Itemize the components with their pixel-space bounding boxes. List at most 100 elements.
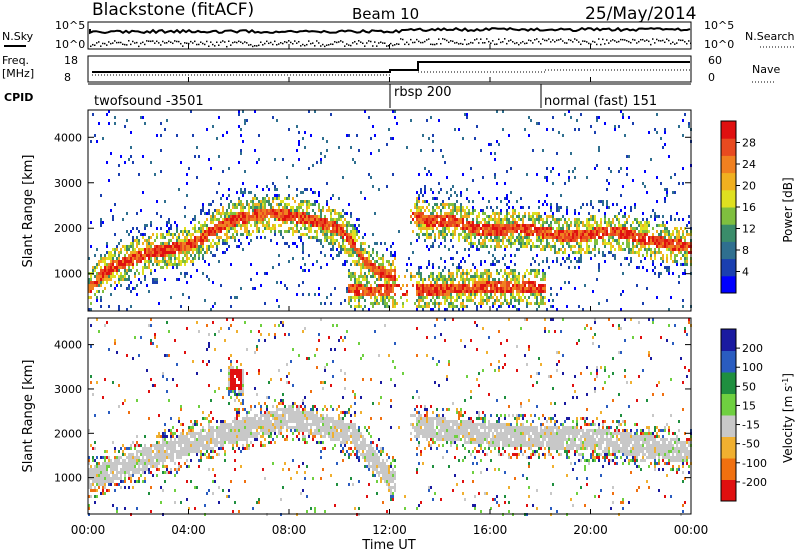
heatmap-cell (682, 134, 684, 137)
heatmap-cell (636, 284, 638, 287)
heatmap-cell (370, 290, 372, 293)
heatmap-cell (500, 287, 502, 290)
heatmap-cell (180, 239, 182, 242)
heatmap-cell (490, 245, 492, 248)
heatmap-cell (432, 212, 434, 215)
heatmap-cell (204, 221, 206, 224)
heatmap-cell (182, 260, 184, 263)
heatmap-cell (262, 218, 264, 221)
heatmap-cell (416, 215, 418, 218)
heatmap-cell (324, 155, 326, 158)
heatmap-cell (428, 221, 430, 224)
heatmap-cell (498, 305, 500, 308)
heatmap-cell (490, 236, 492, 239)
heatmap-cell (104, 477, 106, 480)
heatmap-cell (102, 275, 104, 278)
heatmap-cell (510, 272, 512, 275)
heatmap-cell (512, 287, 514, 290)
heatmap-cell (618, 233, 620, 236)
heatmap-cell (420, 305, 422, 308)
heatmap-cell (684, 113, 686, 116)
heatmap-cell (370, 296, 372, 299)
heatmap-cell (144, 227, 146, 230)
heatmap-cell (518, 272, 520, 275)
heatmap-cell (662, 146, 664, 149)
heatmap-cell (190, 245, 192, 248)
heatmap-cell (456, 209, 458, 212)
heatmap-cell (582, 203, 584, 206)
nsearch-point (190, 40, 192, 43)
heatmap-cell (314, 221, 316, 224)
heatmap-cell (192, 242, 194, 245)
heatmap-cell (348, 296, 350, 299)
nsearch-point (358, 40, 360, 42)
heatmap-cell (284, 218, 286, 221)
heatmap-cell (460, 278, 462, 281)
heatmap-cell (206, 233, 208, 236)
heatmap-cell (130, 290, 132, 293)
heatmap-cell (296, 227, 298, 230)
heatmap-cell (464, 290, 466, 293)
heatmap-cell (638, 224, 640, 227)
heatmap-cell (418, 218, 420, 221)
heatmap-cell (540, 296, 542, 299)
heatmap-cell (436, 227, 438, 230)
heatmap-cell (592, 290, 594, 293)
heatmap-cell (94, 281, 96, 284)
heatmap-cell (634, 203, 636, 206)
heatmap-cell (442, 236, 444, 239)
heatmap-cell (198, 254, 200, 257)
heatmap-cell (616, 242, 618, 245)
heatmap-cell (330, 212, 332, 215)
heatmap-cell (536, 212, 538, 215)
heatmap-cell (232, 221, 234, 224)
heatmap-cell (124, 248, 126, 251)
heatmap-cell (482, 245, 484, 248)
heatmap-cell (254, 212, 256, 215)
heatmap-cell (522, 290, 524, 293)
heatmap-cell (530, 230, 532, 233)
heatmap-cell (428, 284, 430, 287)
heatmap-cell (596, 278, 598, 281)
heatmap-cell (160, 170, 162, 173)
heatmap-cell (460, 191, 462, 194)
heatmap-cell (616, 239, 618, 242)
heatmap-cell (426, 206, 428, 209)
colorbar-tick-label: 12 (742, 223, 756, 236)
nsearch-point (354, 40, 356, 43)
heatmap-cell (112, 471, 114, 474)
heatmap-cell (426, 302, 428, 305)
heatmap-cell (126, 263, 128, 266)
heatmap-cell (414, 215, 416, 218)
heatmap-cell (252, 230, 254, 233)
heatmap-cell (152, 278, 154, 281)
heatmap-cell (542, 260, 544, 263)
heatmap-cell (620, 245, 622, 248)
heatmap-cell (310, 224, 312, 227)
heatmap-cell (144, 435, 146, 438)
heatmap-cell (258, 158, 260, 161)
heatmap-cell (282, 212, 284, 215)
heatmap-cell (260, 218, 262, 221)
heatmap-cell (496, 290, 498, 293)
heatmap-cell (508, 239, 510, 242)
heatmap-cell (204, 233, 206, 236)
heatmap-cell (494, 152, 496, 155)
heatmap-cell (334, 218, 336, 221)
heatmap-cell (190, 239, 192, 242)
nsearch-point (130, 43, 132, 46)
heatmap-cell (678, 251, 680, 254)
heatmap-cell (262, 230, 264, 233)
heatmap-cell (192, 263, 194, 266)
heatmap-cell (358, 236, 360, 239)
heatmap-cell (660, 263, 662, 266)
heatmap-cell (134, 336, 136, 339)
heatmap-cell (362, 308, 364, 311)
heatmap-cell (592, 227, 594, 230)
heatmap-cell (618, 239, 620, 242)
heatmap-cell (488, 296, 490, 299)
heatmap-cell (510, 239, 512, 242)
heatmap-cell (460, 203, 462, 206)
heatmap-cell (222, 134, 224, 137)
